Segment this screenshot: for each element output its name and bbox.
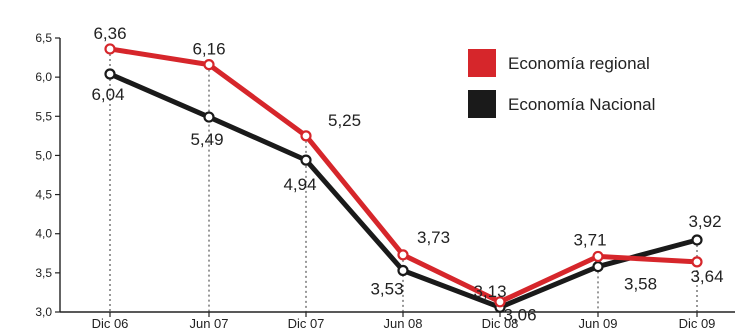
data-label-regional: 6,16 [192,40,225,59]
legend-swatch-nacional [468,90,496,118]
point-regional [494,296,506,308]
data-label-regional: 3,64 [690,267,723,286]
data-label-regional: 3,13 [473,282,506,301]
point-regional [691,256,703,268]
data-label-nacional: 3,58 [624,275,657,294]
data-points [104,43,703,313]
legend-label-nacional: Economía Nacional [508,95,655,114]
legend-swatch-regional [468,49,496,77]
point-regional [592,250,604,263]
point-nacional [691,234,703,246]
point-nacional [104,68,116,80]
data-label-regional: 6,36 [93,24,126,43]
point-nacional [300,154,312,166]
x-tick-label: Dic 08 [482,316,519,329]
y-tick-label: 5,5 [35,109,52,123]
data-label-nacional: 3,92 [688,212,721,231]
y-tick-label: 3,5 [35,266,52,280]
data-label-nacional: 3,06 [503,305,536,324]
x-tick-label: Jun 09 [578,316,617,329]
point-nacional [397,264,409,277]
x-tick-label: Dic 06 [92,316,129,329]
data-label-regional: 3,71 [573,230,606,249]
x-tick-label: Dic 07 [288,316,325,329]
point-nacional [592,260,604,273]
y-tick-label: 4,0 [35,227,52,241]
y-tick-label: 6,5 [35,31,52,45]
x-tick-label: Dic 09 [679,316,716,329]
data-label-nacional: 3,53 [370,280,403,299]
y-tick-label: 6,0 [35,70,52,84]
point-regional [104,43,116,55]
point-regional [397,249,409,261]
x-tick-label: Jun 08 [383,316,422,329]
data-label-regional: 5,25 [328,111,361,130]
point-regional [300,130,312,142]
y-tick-label: 3,0 [35,305,52,319]
data-labels: 6,36 6,16 5,25 3,73 3,13 3,71 3,64 6,04 5,49 4,94… [91,24,723,324]
data-label-nacional: 6,04 [91,85,124,104]
data-label-nacional: 5,49 [190,130,223,149]
point-regional [203,59,215,71]
axes: 3,0 3,5 4,0 4,5 5,0 5,5 6,0 6,5 Dic 06 Jun 07 Dic … [35,31,735,329]
point-nacional [203,111,215,123]
x-tick-label: Jun 07 [189,316,228,329]
data-label-regional: 3,73 [417,228,450,247]
legend: Economía regional Economía Nacional [468,49,655,118]
y-tick-label: 4,5 [35,188,52,202]
data-label-nacional: 4,94 [283,175,316,194]
legend-label-regional: Economía regional [508,54,650,73]
y-tick-label: 5,0 [35,148,52,162]
